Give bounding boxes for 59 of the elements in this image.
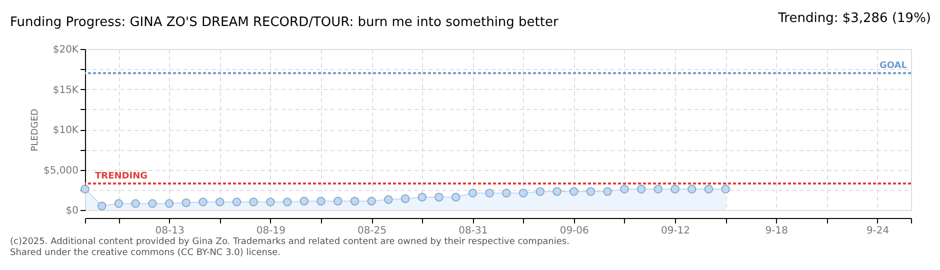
y-tick-label: $20K [52,44,79,56]
point [249,198,258,206]
point [97,202,106,210]
point [300,196,309,206]
x-tick-label: 9-18 [765,226,788,236]
point [148,199,157,208]
y-tick-label: $5,000 [44,165,78,176]
ref-line-label: GOAL [880,61,908,72]
point [603,187,612,196]
point [451,192,460,202]
point [316,196,326,206]
y-tick-label: $0 [66,206,78,216]
point [502,188,511,198]
point [518,188,528,198]
x-tick-label: 08-31 [458,226,488,236]
point [131,199,140,208]
point [400,194,410,204]
point [114,199,124,208]
point [350,196,360,206]
point [282,198,292,206]
x-tick-label: 9-24 [866,226,890,236]
y-tick-label: $10K [52,125,79,136]
x-tick-label: 09-06 [560,226,589,236]
x-tick-label: 08-19 [256,226,286,236]
point [636,184,646,194]
point [620,184,629,194]
ref-line-label: TRENDING [95,172,148,182]
point [569,187,578,196]
point [721,184,730,194]
point [552,187,562,196]
point [670,184,680,194]
x-tick-label: 08-13 [155,226,184,236]
y-tick-label: $15K [52,84,79,96]
point [418,192,427,202]
point [536,187,545,196]
point [333,196,342,206]
point [215,198,224,206]
point [164,199,174,208]
chart-title: Funding Progress: GINA ZO'S DREAM RECORD/TOUR: burn me into something better [10,15,559,30]
y-axis-title: PLEDGED [30,108,41,152]
point [468,188,478,198]
x-tick-label: 08-25 [358,226,387,236]
x-tick-label: 09-12 [660,226,690,236]
point [80,184,90,194]
point [367,196,376,206]
point [384,195,393,204]
point [687,184,696,194]
point [586,187,596,196]
point [485,188,494,198]
point [434,192,444,202]
point [266,198,275,206]
point [198,198,208,206]
point [182,198,191,208]
point [654,184,663,194]
text: (c)2025. Additional content provided by Gina Zo. Trademarks and related content are owned by their respective companies. [10,237,570,247]
text: Shared under the creative commons (CC BY-NC 3.0) license. [10,248,281,258]
point [704,184,714,194]
point [232,198,242,206]
text: Trending: $3,286 (19%) [777,11,931,26]
